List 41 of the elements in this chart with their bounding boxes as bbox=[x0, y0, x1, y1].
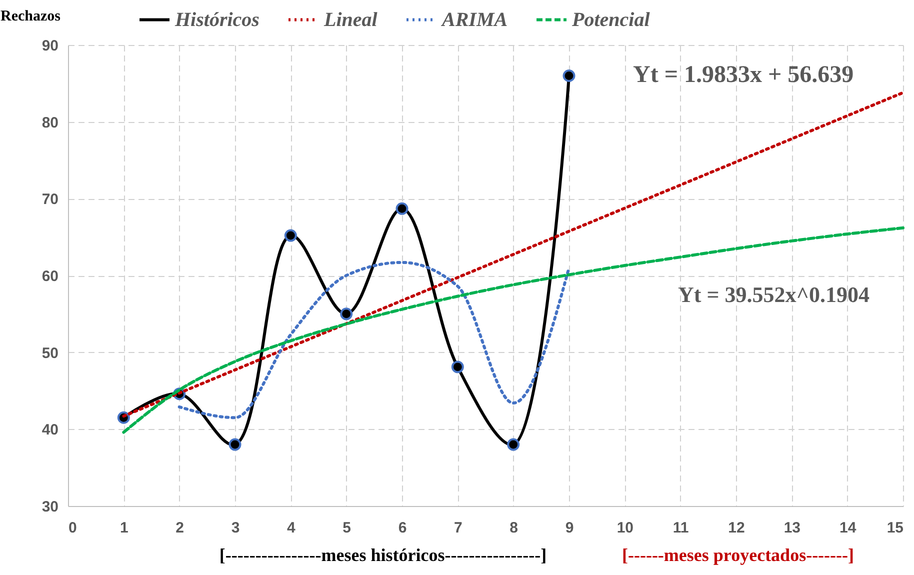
point bbox=[396, 202, 408, 215]
legend-label: Lineal bbox=[323, 8, 378, 31]
y-tick-label: 50 bbox=[42, 344, 58, 362]
legend-label: Potencial bbox=[571, 8, 650, 31]
x-tick-label: 0 bbox=[68, 520, 77, 536]
y-tick-label: 30 bbox=[42, 498, 58, 516]
y-tick-label: 80 bbox=[42, 114, 58, 132]
legend-label: Históricos bbox=[174, 8, 260, 31]
y-tick-label: 90 bbox=[42, 38, 58, 54]
x-tick-label: 11 bbox=[672, 520, 689, 536]
text: [------meses proyectados-------] bbox=[622, 545, 854, 565]
x-tick-label: 7 bbox=[454, 520, 462, 536]
point bbox=[562, 70, 576, 82]
line-series bbox=[178, 260, 570, 420]
annotation: Yt = 1.9833x + 56.639 bbox=[633, 62, 854, 88]
x-tick-label: 3 bbox=[231, 520, 240, 536]
x-tick-label: 13 bbox=[784, 520, 801, 536]
x-tick-label: 9 bbox=[565, 520, 574, 536]
x-tick-label: 1 bbox=[120, 520, 128, 536]
y-tick-label: 40 bbox=[42, 422, 58, 439]
point bbox=[284, 229, 297, 242]
y-tick-label: 60 bbox=[42, 268, 58, 285]
x-tick-label: 4 bbox=[286, 520, 296, 536]
x-tick-label: 2 bbox=[176, 520, 184, 536]
y-axis-title: Rechazos bbox=[0, 8, 61, 24]
x-tick-label: 6 bbox=[398, 520, 407, 536]
point bbox=[451, 360, 464, 374]
legend-label: ARIMA bbox=[440, 8, 508, 31]
point bbox=[507, 438, 520, 451]
x-tick-label: 5 bbox=[342, 520, 352, 536]
x-tick-label: 8 bbox=[510, 520, 518, 536]
point bbox=[228, 438, 242, 451]
x-tick-label: 10 bbox=[616, 520, 634, 536]
point bbox=[340, 308, 353, 320]
y-tick-label: 70 bbox=[42, 191, 58, 208]
x-tick-label: 15 bbox=[886, 520, 904, 536]
annotation: Yt = 39.552x^0.1904 bbox=[678, 282, 870, 307]
x-axis-title: [----------------meses históricos----------------] bbox=[219, 545, 547, 565]
x-tick-label: 14 bbox=[839, 520, 857, 536]
x-tick-label: 12 bbox=[728, 520, 745, 536]
line-series bbox=[122, 226, 904, 434]
